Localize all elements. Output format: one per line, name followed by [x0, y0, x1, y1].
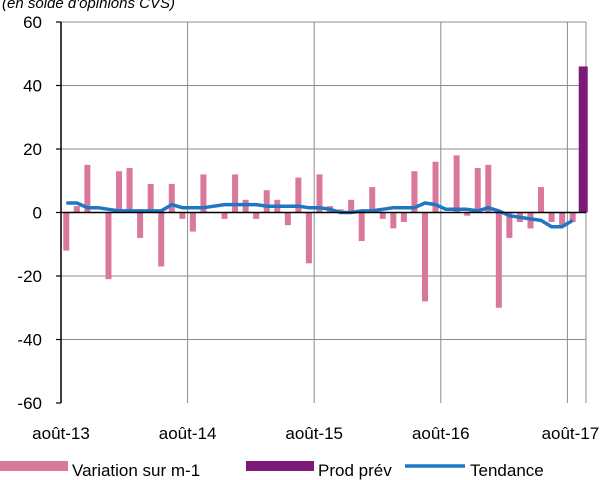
- variation-bar: [295, 177, 302, 213]
- x-tick-label: août-17: [542, 424, 600, 443]
- prod-prev-bar: [578, 66, 588, 213]
- y-tick-label: 0: [33, 204, 42, 223]
- legend-swatch-prod-prev: [246, 461, 314, 471]
- legend-swatch-variation: [0, 461, 68, 471]
- x-tick-labels: août-13 août-14 août-15 août-16 août-17: [32, 424, 599, 443]
- bars: [63, 66, 588, 308]
- variation-bar: [400, 212, 407, 223]
- variation-bar: [116, 171, 123, 213]
- variation-bar: [263, 190, 270, 213]
- variation-bar: [379, 212, 386, 219]
- variation-bar: [316, 174, 323, 213]
- variation-bar: [421, 212, 428, 302]
- variation-bar: [369, 187, 376, 213]
- variation-bar: [168, 183, 175, 213]
- variation-bar: [189, 212, 196, 232]
- variation-bar: [158, 212, 165, 267]
- x-tick-label: août-15: [285, 424, 343, 443]
- variation-bar: [348, 199, 355, 213]
- variation-bar: [432, 161, 439, 213]
- variation-bar: [200, 174, 207, 213]
- axes: [56, 21, 586, 404]
- variation-bar: [126, 168, 133, 213]
- variation-bar: [390, 212, 397, 229]
- variation-bar: [221, 212, 228, 219]
- chart-subtitle: (en solde d'opinions CVS): [2, 0, 175, 12]
- variation-bar: [179, 212, 186, 219]
- y-tick-label: -40: [17, 331, 42, 350]
- variation-bar: [305, 212, 312, 264]
- y-tick-label: -20: [17, 267, 42, 286]
- x-tick-label: août-14: [159, 424, 217, 443]
- legend-label: Tendance: [470, 461, 544, 480]
- variation-bar: [485, 164, 492, 213]
- variation-bar: [506, 212, 513, 238]
- variation-bar: [232, 174, 239, 213]
- variation-bar: [569, 212, 576, 223]
- variation-bar: [548, 212, 555, 223]
- variation-bar: [73, 206, 80, 213]
- variation-bar: [105, 212, 112, 280]
- legend-label: Prod prév: [318, 461, 392, 480]
- y-tick-labels: 60 40 20 0 -20 -40 -60: [17, 13, 42, 413]
- x-tick-label: août-13: [32, 424, 90, 443]
- y-tick-label: 20: [23, 140, 42, 159]
- variation-bar: [538, 187, 545, 213]
- x-tick-label: août-16: [412, 424, 470, 443]
- variation-bar: [464, 212, 471, 216]
- variation-bar: [559, 212, 566, 226]
- y-tick-label: 40: [23, 77, 42, 96]
- variation-bar: [411, 171, 418, 213]
- variation-bar: [253, 212, 260, 219]
- y-tick-label: -60: [17, 394, 42, 413]
- trend-line: [66, 201, 574, 229]
- variation-bar: [63, 212, 70, 251]
- variation-bar: [147, 183, 154, 213]
- variation-bar: [358, 212, 365, 242]
- variation-bar: [137, 212, 144, 238]
- variation-bar: [84, 164, 91, 213]
- legend: Variation sur m-1 Prod prév Tendance: [0, 461, 544, 480]
- y-tick-label: 60: [23, 13, 42, 32]
- variation-bar: [284, 212, 291, 226]
- variation-bar: [495, 212, 502, 308]
- legend-label: Variation sur m-1: [72, 461, 200, 480]
- trend-line-group: [66, 201, 574, 229]
- variation-bar: [453, 155, 460, 213]
- variation-bar: [474, 168, 481, 213]
